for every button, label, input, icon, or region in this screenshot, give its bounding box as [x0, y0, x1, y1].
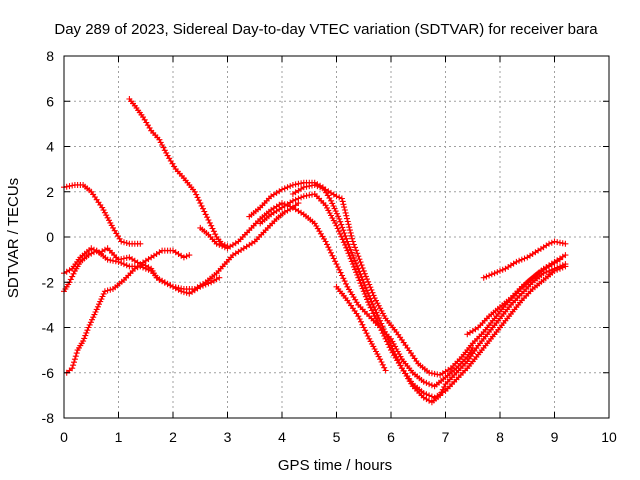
y-axis-label: SDTVAR / TECUs	[5, 178, 22, 298]
series-arc-10	[333, 283, 389, 374]
series-line	[128, 98, 228, 247]
y-tick-label: -4	[42, 320, 55, 336]
y-tick-label: 6	[46, 93, 54, 109]
data-point-markers	[464, 252, 569, 338]
series-arc-9	[289, 182, 563, 378]
data-point-markers	[126, 96, 231, 250]
x-tick-label: 5	[333, 429, 341, 445]
data-point-markers	[289, 182, 563, 378]
series-layer	[61, 96, 569, 406]
x-tick-label: 1	[115, 429, 123, 445]
chart-title: Day 289 of 2023, Sidereal Day-to-day VTE…	[54, 21, 598, 38]
x-tick-label: 8	[496, 429, 504, 445]
data-point-markers	[246, 179, 569, 406]
x-tick-label: 9	[551, 429, 559, 445]
series-line	[63, 184, 141, 245]
x-axis-label: GPS time / hours	[278, 457, 392, 474]
y-tick-label: 8	[46, 48, 54, 64]
ticks: 0 1 2 3 4 5 6 7 8 9 10 -8 -6 -4 -2 0 2 4 6 8	[42, 48, 617, 445]
x-tick-label: 7	[442, 429, 450, 445]
x-tick-label: 4	[278, 429, 286, 445]
y-tick-label: 4	[46, 139, 54, 155]
y-tick-label: -6	[42, 365, 55, 381]
x-tick-label: 10	[601, 429, 617, 445]
series-arc-12	[464, 252, 569, 338]
series-arc-7	[246, 179, 569, 406]
data-point-markers	[257, 191, 569, 401]
data-point-markers	[333, 283, 389, 374]
x-tick-label: 6	[387, 429, 395, 445]
series-line	[199, 202, 474, 388]
series-line	[292, 184, 561, 376]
series-arc-8	[257, 191, 569, 401]
x-tick-label: 0	[60, 429, 68, 445]
x-tick-label: 2	[169, 429, 177, 445]
x-tick-label: 3	[224, 429, 232, 445]
series-arc-4	[63, 261, 223, 376]
series-line	[66, 263, 220, 374]
grid	[64, 56, 609, 418]
series-arc-5	[126, 96, 231, 250]
y-tick-label: -8	[42, 410, 55, 426]
y-tick-label: 2	[46, 184, 54, 200]
y-tick-label: -2	[42, 274, 55, 290]
y-tick-label: 0	[46, 229, 54, 245]
data-point-markers	[480, 238, 569, 281]
data-point-markers	[63, 261, 223, 376]
series-arc-11	[480, 238, 569, 281]
